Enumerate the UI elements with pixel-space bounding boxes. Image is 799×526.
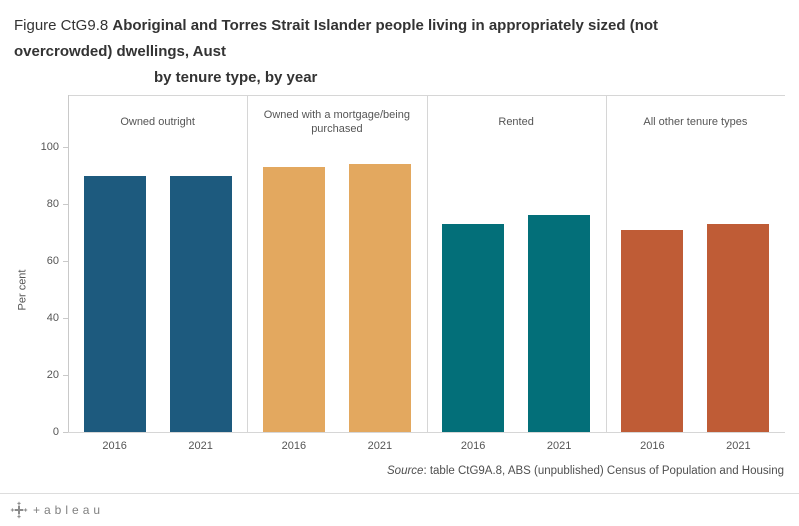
- y-axis-tick-label: 100: [40, 141, 59, 153]
- panel-bars-owned-outright: [68, 147, 247, 432]
- figure-title: Figure CtG9.8 Aboriginal and Torres Stra…: [14, 13, 785, 65]
- x-axis-labels-row: 2016 2021 2016 2021 2016 2021 2016 2021: [68, 433, 785, 458]
- panel-xlabels-owned-outright: 2016 2021: [68, 433, 247, 458]
- bar-2016-owned-with-a-mortgage-being-purchased[interactable]: [262, 166, 325, 432]
- bar-2021-all-other-tenure-types[interactable]: [707, 223, 770, 432]
- y-axis-title: Per cent: [16, 269, 28, 310]
- panel-separator: [605, 95, 607, 432]
- panel-header-owned-with-a-mortgage-being-purchased: Owned with a mortgage/being purchased: [263, 108, 410, 135]
- y-axis-tick-mark: [63, 147, 68, 148]
- bar-2016-owned-outright[interactable]: [83, 175, 146, 432]
- panel-xlabels-rented: 2016 2021: [427, 433, 606, 458]
- tableau-footer: +ableau: [0, 493, 799, 526]
- source-text: : table CtG9A.8, ABS (unpublished) Censu…: [423, 465, 784, 477]
- y-axis-tick-mark: [63, 375, 68, 376]
- panel-bars-all-other-tenure-types: [606, 147, 785, 432]
- tableau-logo[interactable]: +ableau: [10, 501, 104, 519]
- panel-header-all-other-tenure-types: All other tenure types: [643, 115, 748, 128]
- x-axis-label: 2016: [102, 439, 127, 452]
- panel-bars-rented: [427, 147, 606, 432]
- x-axis-label: 2021: [188, 439, 213, 452]
- bar-2021-rented[interactable]: [528, 215, 591, 432]
- x-axis-line: [68, 432, 785, 433]
- plot-area: Owned outright Owned with a mortgage/bein…: [68, 95, 785, 458]
- panel-separator: [426, 95, 428, 432]
- bar-2016-rented[interactable]: [442, 223, 505, 432]
- y-axis-tick-label: 40: [46, 312, 59, 324]
- bar-2021-owned-with-a-mortgage-being-purchased[interactable]: [348, 164, 411, 432]
- panel-header-owned-outright: Owned outright: [120, 115, 195, 128]
- source-label: Source: [387, 465, 424, 477]
- y-axis-tick-mark: [63, 204, 68, 205]
- tableau-wordmark: +ableau: [33, 503, 105, 517]
- panel-bars-owned-with-a-mortgage-being-purchased: [247, 147, 426, 432]
- source-note: Source: table CtG9A.8, ABS (unpublished)…: [0, 465, 784, 477]
- y-axis-line: [68, 95, 69, 432]
- y-axis-tick-mark: [63, 432, 68, 433]
- tableau-logo-icon: [10, 501, 28, 519]
- y-axis-tick-label: 0: [52, 426, 59, 438]
- figure-number: Figure CtG9.8: [14, 17, 113, 34]
- x-axis-label: 2021: [546, 439, 572, 452]
- x-axis-label: 2021: [726, 439, 751, 452]
- bar-2016-all-other-tenure-types[interactable]: [621, 229, 684, 432]
- figure-subtitle: by tenure type, by year: [154, 69, 318, 86]
- chart-area: Per cent 0 20 40 60 80 100 Owned outright Owne…: [14, 95, 785, 458]
- bars-row: [68, 147, 785, 432]
- y-axis-tick-mark: [63, 261, 68, 262]
- panel-headers-row: Owned outright Owned with a mortgage/bein…: [68, 96, 785, 147]
- x-axis-label: 2016: [640, 439, 665, 452]
- panel-header-rented: Rented: [498, 115, 534, 128]
- y-axis-tick-mark: [63, 318, 68, 319]
- panel-xlabels-all-other-tenure-types: 2016 2021: [606, 433, 785, 458]
- bar-2021-owned-outright[interactable]: [169, 175, 232, 432]
- y-axis-tick-label: 80: [46, 198, 59, 210]
- x-axis-label: 2021: [367, 439, 393, 452]
- figure-title-text: Aboriginal and Torres Strait Islander pe…: [14, 17, 659, 60]
- x-axis-label: 2016: [460, 439, 486, 452]
- y-axis: Per cent 0 20 40 60 80 100: [14, 95, 68, 458]
- y-axis-tick-label: 60: [46, 255, 59, 267]
- panel-xlabels-owned-with-a-mortgage-being-purchased: 2016 2021: [247, 433, 426, 458]
- y-axis-tick-label: 20: [46, 369, 59, 381]
- y-axis-title-wrap: Per cent: [14, 147, 30, 432]
- panel-separator: [247, 95, 249, 432]
- x-axis-label: 2016: [281, 439, 307, 452]
